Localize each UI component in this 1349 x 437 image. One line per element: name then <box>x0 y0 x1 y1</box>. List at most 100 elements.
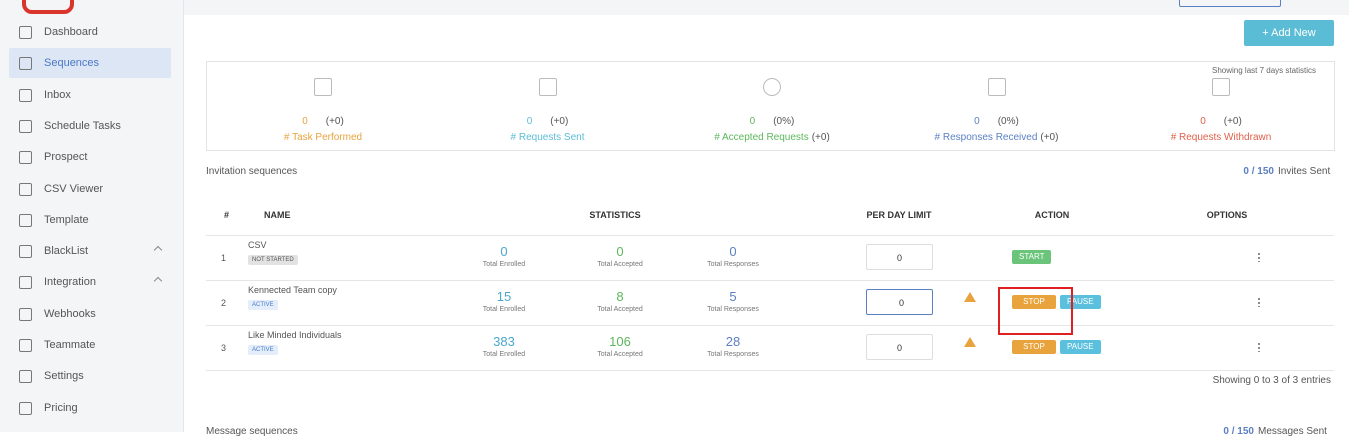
nav-item[interactable]: Teammate <box>9 330 171 360</box>
section-title: Invitation sequences <box>206 166 298 177</box>
nav-label: Teammate <box>44 339 96 351</box>
action-button[interactable]: START <box>1012 250 1052 264</box>
stat-row: 0 (+0) <box>1121 116 1321 127</box>
nav-item[interactable]: BlackList <box>9 236 171 266</box>
stats-box <box>206 61 1335 151</box>
nav-label: Sequences <box>44 57 100 70</box>
status-badge: NOT STARTED <box>248 255 298 265</box>
stat-row: 0 (+0) <box>448 116 648 127</box>
nav-icon <box>19 370 32 384</box>
nav-item[interactable]: Webhooks <box>9 299 171 329</box>
action-button[interactable]: PAUSE <box>1060 340 1101 354</box>
stat-change: (+0) <box>550 116 569 127</box>
invite-suffix: Invites Sent <box>1278 166 1331 177</box>
nav-icon <box>19 307 32 321</box>
stat-icon <box>987 78 1006 96</box>
nav-item[interactable]: Pricing <box>9 393 171 423</box>
nav-label: CSV Viewer <box>44 182 104 195</box>
row-index: 3 <box>221 343 227 353</box>
nav-icon <box>19 119 32 133</box>
nav-label: Template <box>44 213 89 226</box>
row-divider <box>206 280 1334 281</box>
action-button[interactable]: STOP <box>1012 295 1056 309</box>
nav-label: Dashboard <box>44 26 98 38</box>
stat-label-text: # Accepted Requests <box>714 132 809 143</box>
stat-label: # Responses Received (+0) <box>897 132 1097 143</box>
limit-input[interactable]: 0 <box>866 334 933 360</box>
stat-number: 28 <box>725 334 741 349</box>
nav-item[interactable]: Template <box>9 205 171 235</box>
stat-value: 0 <box>302 116 308 127</box>
stat-change: (0%) <box>773 116 795 127</box>
chevron <box>153 245 163 255</box>
nav-label: Schedule Tasks <box>44 119 121 132</box>
stat-label-text: # Task Performed <box>283 132 363 143</box>
nav-label: BlackList <box>44 245 89 258</box>
stat-caption: Total Accepted <box>597 261 643 268</box>
stat-caption: Total Enrolled <box>482 261 526 268</box>
table-header: PER DAY LIMIT <box>866 210 932 220</box>
stat-row: 0 (0%) <box>897 116 1097 127</box>
nav-icon <box>19 151 32 165</box>
limit-input[interactable]: 0 <box>866 289 933 315</box>
table-header: NAME <box>264 210 291 220</box>
add-button[interactable]: + Add New <box>1244 20 1334 46</box>
stat-value: 0 <box>1200 116 1206 127</box>
table-footer: Showing 0 to 3 of 3 entries <box>1212 375 1331 386</box>
warning-icon <box>964 292 976 302</box>
stat-number: 0 <box>500 244 508 259</box>
nav-icon <box>19 88 32 102</box>
chevron <box>153 277 163 286</box>
search <box>1179 0 1281 7</box>
options-menu[interactable] <box>1258 297 1260 307</box>
stats-note: Showing last 7 days statistics <box>1212 66 1317 75</box>
nav-icon <box>19 401 32 415</box>
nav-label: Prospect <box>44 151 88 164</box>
nav-label: Pricing <box>44 401 78 414</box>
limit-input[interactable]: 0 <box>866 244 933 270</box>
stat-caption: Total Accepted <box>597 351 643 358</box>
stat-value: 0 <box>526 116 533 127</box>
nav-label: Settings <box>44 370 84 383</box>
nav-item[interactable]: Sequences <box>9 48 171 79</box>
stat-label-text: # Requests Sent <box>510 132 585 143</box>
nav-item[interactable]: Inbox <box>9 80 171 110</box>
warning-icon <box>964 337 976 347</box>
nav-item[interactable]: CSV Viewer <box>9 174 171 204</box>
nav-item[interactable]: Dashboard <box>9 17 171 47</box>
stat-number: 15 <box>496 289 512 304</box>
nav-icon <box>19 182 32 196</box>
nav-item[interactable]: Prospect <box>9 142 171 172</box>
stat-label: # Requests Withdrawn <box>1121 132 1321 143</box>
stat-icon <box>1212 78 1230 96</box>
stat-change: (+0) <box>325 116 344 127</box>
nav-item[interactable]: Integration <box>9 267 171 297</box>
nav-icon <box>19 57 32 71</box>
stat-label-text: # Requests Withdrawn <box>1170 132 1272 143</box>
stat-change: (0%) <box>997 116 1019 127</box>
table-header: ACTION <box>1034 210 1070 220</box>
stat-value: 0 <box>974 116 980 127</box>
nav-item[interactable]: Schedule Tasks <box>9 111 171 141</box>
options-menu[interactable] <box>1258 342 1260 352</box>
stat-row: 0 (+0) <box>223 116 423 127</box>
nav-item[interactable]: Settings <box>9 361 171 391</box>
top-bar <box>184 0 1349 15</box>
action-button[interactable]: PAUSE <box>1060 295 1101 309</box>
nav-icon <box>19 339 32 352</box>
stat-number: 0 <box>616 244 624 259</box>
stat-number: 0 <box>729 244 737 259</box>
stat-label: # Task Performed <box>223 132 423 143</box>
stat-label-text: # Responses Received <box>934 132 1038 143</box>
nav-label: Inbox <box>44 88 71 101</box>
stat-value: 0 <box>749 116 756 127</box>
table-header: OPTIONS <box>1206 210 1248 220</box>
highlight-box <box>998 287 1073 335</box>
stat-caption: Total Accepted <box>597 306 643 313</box>
options-menu[interactable] <box>1258 252 1260 262</box>
stat-caption: Total Responses <box>707 261 759 268</box>
action-button[interactable]: STOP <box>1012 340 1056 354</box>
row-index: 2 <box>221 298 227 308</box>
table-header: # <box>224 210 230 220</box>
